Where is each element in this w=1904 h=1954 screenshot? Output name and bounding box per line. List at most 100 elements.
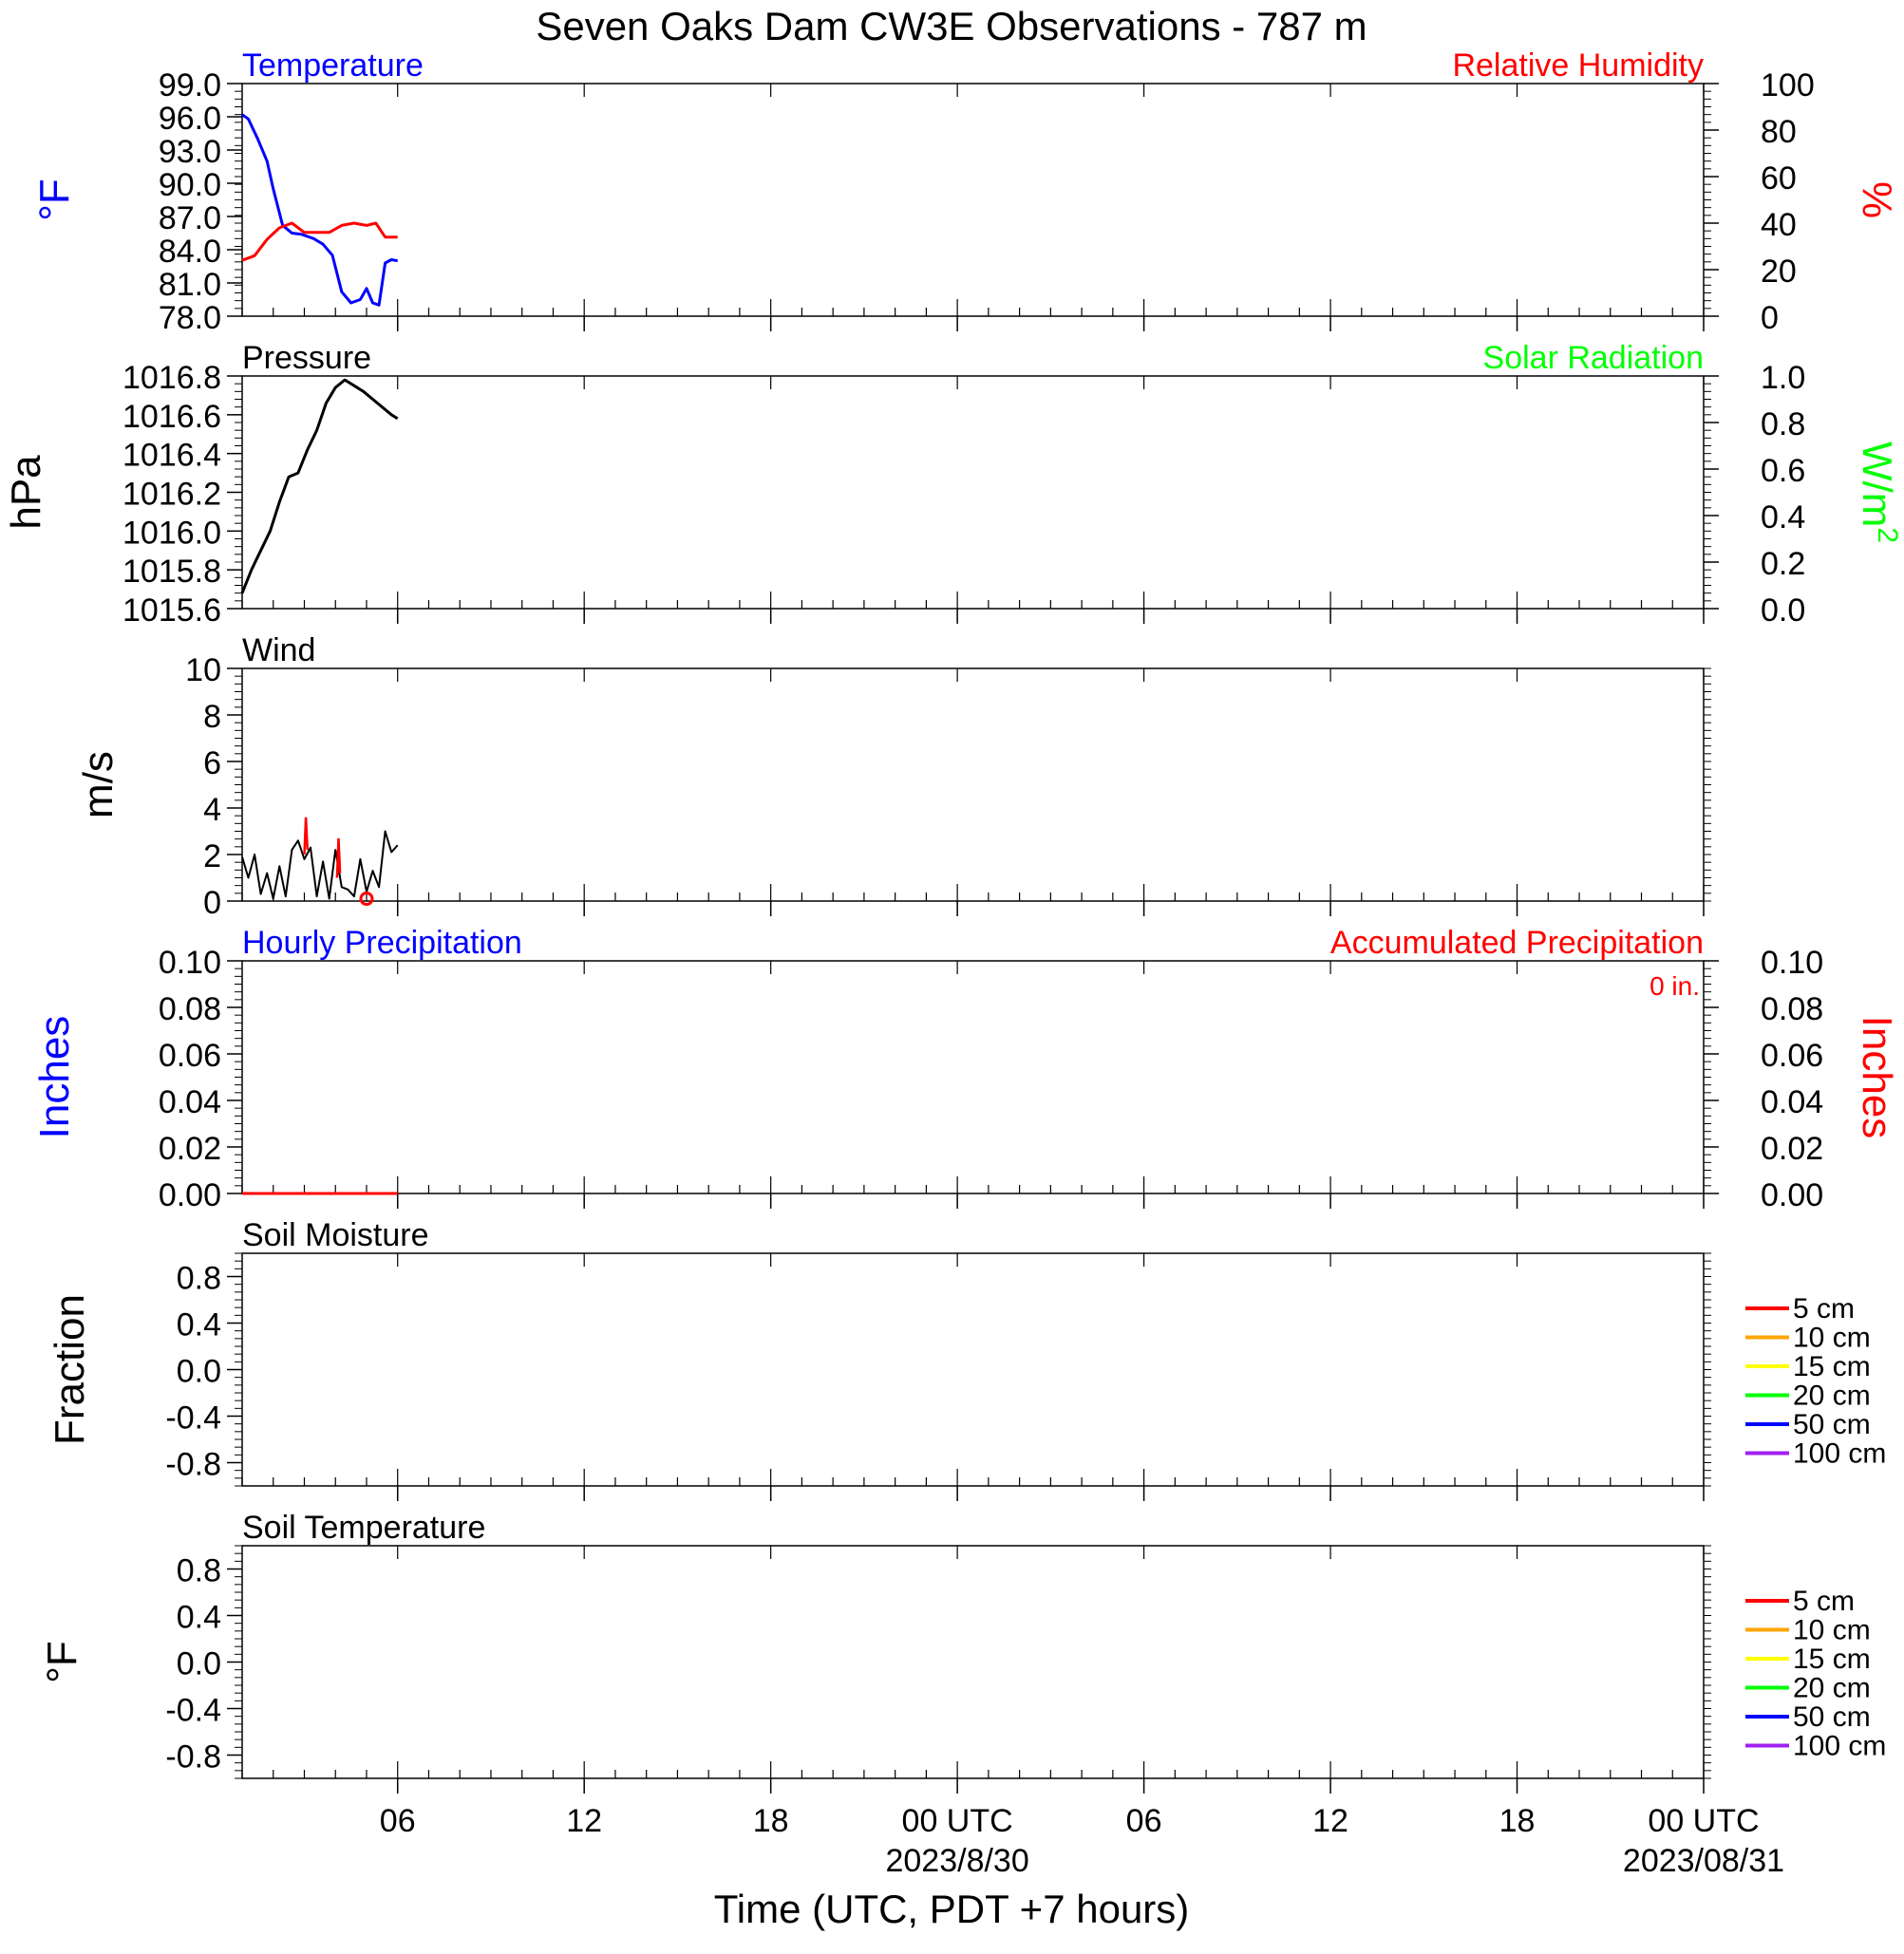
legend-label: 100 cm	[1793, 1731, 1886, 1762]
legend-label: 15 cm	[1793, 1351, 1871, 1382]
panel-temperature-humidity: 99.096.093.090.087.084.081.078.0 100 80 60 4…	[31, 47, 1900, 336]
y-axis-title-right: Inches	[1854, 1016, 1900, 1139]
panels: 99.096.093.090.087.084.081.078.010080604…	[3, 47, 1903, 1794]
y-axis-title-right: W/m2	[1854, 442, 1903, 543]
y-axis-title-superscript: 2	[1872, 527, 1903, 543]
y-tick-label: 0.4	[177, 1307, 221, 1343]
y-tick-label: 87.0	[159, 200, 221, 236]
y-right-tick-label: 0.4	[1761, 499, 1805, 535]
y-tick-label: 4	[203, 792, 221, 828]
series-line-temperature	[241, 113, 398, 307]
legend-label: 10 cm	[1793, 1323, 1871, 1354]
legend-label: 5 cm	[1793, 1586, 1855, 1617]
y-axis-title: hPa	[3, 455, 49, 530]
y-tick-label: 0.06	[159, 1038, 221, 1074]
y-tick-label: 1015.8	[123, 554, 221, 590]
y-tick-label: 81.0	[159, 267, 221, 303]
chart-title: Seven Oaks Dam CW3E Observations - 787 m	[536, 4, 1367, 48]
panel-title-left: Soil Moisture	[242, 1217, 429, 1253]
y-tick-label: -0.4	[165, 1693, 221, 1729]
y-right-tick-label: 0.04	[1761, 1084, 1823, 1120]
panel-wind: 10 8 6 4 2 0 Wind m/s	[75, 632, 1711, 921]
panel-frame	[241, 667, 1705, 902]
y-right-tick-label: 0.08	[1761, 991, 1823, 1027]
y-tick-label: 1016.0	[123, 515, 221, 551]
y-right-tick-label: 0.0	[1761, 592, 1805, 629]
y-tick-label: 10	[185, 652, 221, 688]
legend-label: 20 cm	[1793, 1381, 1871, 1412]
y-axis-title: m/s	[75, 751, 122, 818]
y-tick-label: 0.02	[159, 1131, 221, 1167]
panel-title-right: Relative Humidity	[1452, 47, 1704, 84]
y-tick-label: 90.0	[159, 167, 221, 203]
x-tick-label: 18	[1499, 1803, 1536, 1839]
precip-total-annotation: 0 in.	[1650, 971, 1700, 1001]
y-right-tick-label: 60	[1761, 160, 1797, 197]
y-right-tick-label: 0.2	[1761, 546, 1805, 582]
y-right-tick-label: 0.00	[1761, 1177, 1823, 1213]
y-tick-label: 0.4	[177, 1600, 221, 1636]
panel-title-left: Temperature	[242, 47, 424, 84]
y-tick-label: 0.0	[177, 1646, 221, 1682]
y-right-tick-label: 100	[1761, 67, 1815, 103]
x-tick-label: 12	[566, 1803, 602, 1839]
panel-pressure-solar: 1016.81016.61016.41016.21016.01015.81015…	[3, 340, 1903, 629]
y-axis-title: °F	[31, 178, 78, 220]
panel-frame	[241, 1252, 1705, 1487]
y-tick-label: -0.8	[165, 1447, 221, 1483]
y-tick-label: 1016.6	[123, 399, 221, 435]
y-tick-label: 93.0	[159, 134, 221, 170]
y-tick-label: 0.10	[159, 945, 221, 981]
series-line-wind-speed	[241, 830, 399, 900]
legend-label: 50 cm	[1793, 1701, 1871, 1733]
y-tick-label: 0.0	[177, 1354, 221, 1390]
x-tick-label: 06	[1126, 1803, 1162, 1839]
legend-label: 50 cm	[1793, 1409, 1871, 1440]
legend-label: 5 cm	[1793, 1293, 1855, 1325]
y-tick-label: 78.0	[159, 300, 221, 336]
y-tick-label: 99.0	[159, 67, 221, 103]
y-tick-label: 0.00	[159, 1177, 221, 1213]
y-axis-title: °F	[39, 1641, 85, 1682]
y-tick-label: 2	[203, 838, 221, 874]
panel-frame	[241, 960, 1705, 1194]
y-right-tick-label: 0.10	[1761, 945, 1823, 981]
y-tick-label: 0	[203, 885, 221, 921]
y-tick-label: 1015.6	[123, 592, 221, 629]
panel-soil-moisture: 0.8 0.4 0.0 -0.4 -0.8 Soil Moisture Fraction 5 …	[47, 1217, 1886, 1501]
series-line-pressure	[240, 378, 399, 594]
x-tick-date-label: 2023/8/30	[885, 1843, 1028, 1879]
calm-wind-marker	[359, 892, 374, 907]
panel-title-left: Hourly Precipitation	[242, 925, 522, 961]
legend-label: 20 cm	[1793, 1673, 1871, 1704]
y-tick-label: 0.04	[159, 1084, 221, 1120]
x-axis-labels: 06 12 18 00 UTC 2023/8/30 06 12 18 00 UTC 2023/08…	[380, 1803, 1784, 1879]
panel-title-left: Wind	[242, 632, 315, 668]
y-tick-label: 0.8	[177, 1261, 221, 1297]
x-tick-label: 00 UTC	[1648, 1803, 1759, 1839]
y-right-tick-label: 80	[1761, 114, 1797, 150]
y-axis-title-right: %	[1854, 181, 1900, 218]
y-tick-label: -0.8	[165, 1739, 221, 1776]
y-right-tick-label: 0	[1761, 300, 1779, 336]
legend-label: 15 cm	[1793, 1644, 1871, 1675]
y-right-tick-label: 1.0	[1761, 360, 1805, 396]
y-tick-label: 84.0	[159, 234, 221, 270]
panel-title-left: Soil Temperature	[242, 1510, 485, 1546]
y-right-tick-label: 0.06	[1761, 1038, 1823, 1074]
y-tick-label: 1016.4	[123, 438, 221, 474]
x-tick-label: 06	[380, 1803, 416, 1839]
panel-frame	[241, 1545, 1705, 1779]
legend-label: 10 cm	[1793, 1615, 1871, 1646]
legend-label: 100 cm	[1793, 1438, 1886, 1470]
panel-frame	[241, 375, 1705, 610]
x-tick-label: 00 UTC	[902, 1803, 1013, 1839]
series-line-relative-humidity	[241, 221, 398, 262]
panel-title-right: Solar Radiation	[1483, 340, 1704, 376]
panel-frame	[241, 83, 1705, 317]
panel-title-right: Accumulated Precipitation	[1330, 925, 1704, 961]
y-axis-title: Inches	[31, 1016, 78, 1139]
y-right-tick-label: 0.6	[1761, 453, 1805, 489]
